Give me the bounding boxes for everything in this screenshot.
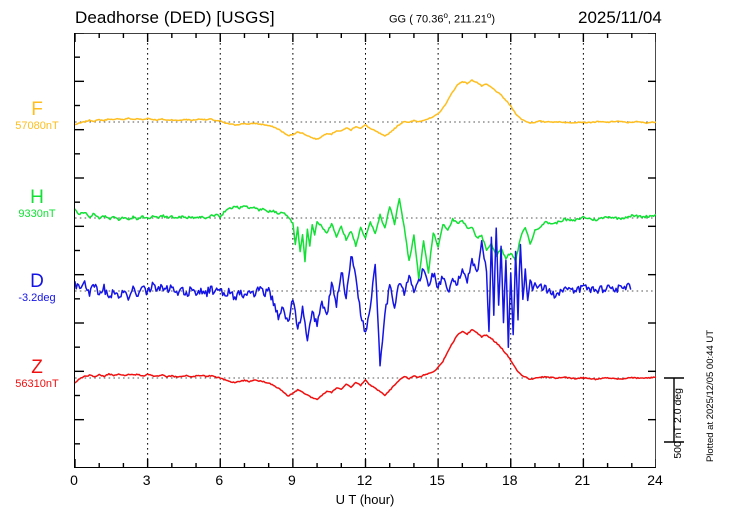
channel-baseline-f: 57080nT	[15, 120, 59, 132]
x-axis-title: U T (hour)	[335, 492, 395, 507]
magnetogram-plot	[75, 33, 656, 468]
geo-coord-sep: ,	[447, 13, 455, 26]
channel-baseline-z: 56310nT	[15, 378, 59, 390]
channel-label-z: Z 56310nT	[2, 358, 72, 391]
scale-bar-nt: 500 nT	[672, 425, 684, 459]
trace-f	[75, 79, 656, 141]
x-axis-tick-label: 9	[287, 472, 296, 488]
geo-coord-close: )	[491, 13, 495, 26]
degree-icon: o	[486, 11, 492, 20]
x-axis-tick-label: 21	[574, 472, 591, 488]
geographic-coordinates: GG ( 70.36o, 211.21o)	[389, 11, 495, 26]
channel-name-d: D	[30, 271, 44, 292]
trace-d	[75, 227, 632, 367]
observation-date: 2025/11/04	[578, 8, 662, 27]
channel-name-f: F	[31, 99, 43, 120]
geo-coord-open: (	[409, 13, 416, 26]
x-axis-tick-label: 0	[70, 472, 78, 488]
channel-label-f: F 57080nT	[2, 100, 72, 133]
x-axis-tick-label: 3	[142, 472, 151, 488]
channel-name-h: H	[30, 187, 44, 208]
trace-z	[75, 328, 656, 401]
x-axis-tick-label: 15	[429, 472, 445, 488]
plotted-at-timestamp: Plotted at 2025/12/05 00:44 UT	[705, 330, 716, 463]
x-axis-tick-label: 24	[647, 472, 663, 488]
channel-baseline-d: -3.2deg	[18, 292, 56, 304]
degree-icon: o	[443, 11, 448, 20]
x-axis-tick-label: 12	[356, 472, 373, 488]
channel-name-z: Z	[31, 357, 43, 378]
geo-latitude: 70.36	[415, 13, 444, 26]
channel-label-h: H 9330nT	[2, 188, 72, 221]
scale-bar-deg: 2.0 deg	[672, 388, 684, 424]
trace-h	[75, 197, 656, 281]
x-axis-tick-label: 6	[215, 472, 224, 488]
station-title: Deadhorse (DED) [USGS]	[75, 8, 275, 27]
plot-frame	[74, 33, 656, 468]
geo-coord-system: GG	[389, 13, 407, 26]
scale-bar-label: 500 nT 2.0 deg	[672, 388, 685, 459]
channel-label-d: D -3.2deg	[2, 272, 72, 305]
channel-baseline-h: 9330nT	[18, 208, 56, 220]
x-axis-tick-label: 18	[501, 472, 518, 488]
geo-longitude: 211.21	[454, 13, 487, 26]
scale-bar	[664, 377, 684, 443]
